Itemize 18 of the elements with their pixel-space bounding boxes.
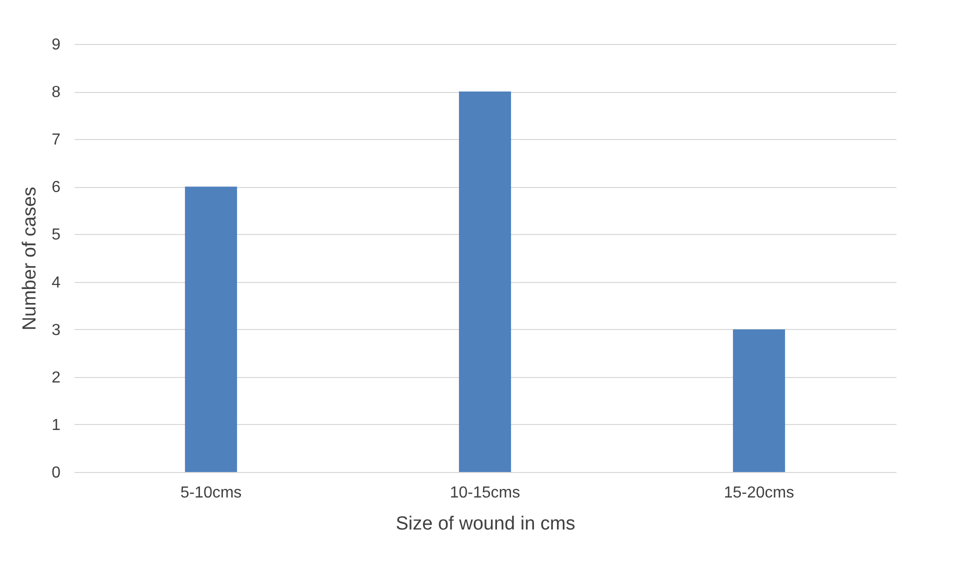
bar xyxy=(184,186,238,472)
x-tick-label: 15-20cms xyxy=(724,484,794,502)
y-tick-label: 9 xyxy=(52,36,61,54)
bar xyxy=(458,92,512,472)
y-tick-label: 6 xyxy=(52,179,61,196)
y-axis-title: Number of cases xyxy=(20,186,41,330)
y-tick-label: 1 xyxy=(52,416,61,434)
y-tick-label: 2 xyxy=(52,369,61,386)
x-tick-label: 10-15cms xyxy=(450,484,520,502)
bar xyxy=(732,329,786,472)
y-tick-label: 4 xyxy=(52,274,61,292)
y-tick-label: 8 xyxy=(52,84,61,102)
x-tick-label: 5-10cms xyxy=(180,484,242,502)
y-tick-label: 3 xyxy=(52,322,61,339)
x-axis-title: Size of wound in cms xyxy=(396,514,576,534)
y-tick-label: 7 xyxy=(52,132,61,149)
y-tick-label: 0 xyxy=(52,464,61,482)
y-tick-label: 5 xyxy=(52,226,61,244)
